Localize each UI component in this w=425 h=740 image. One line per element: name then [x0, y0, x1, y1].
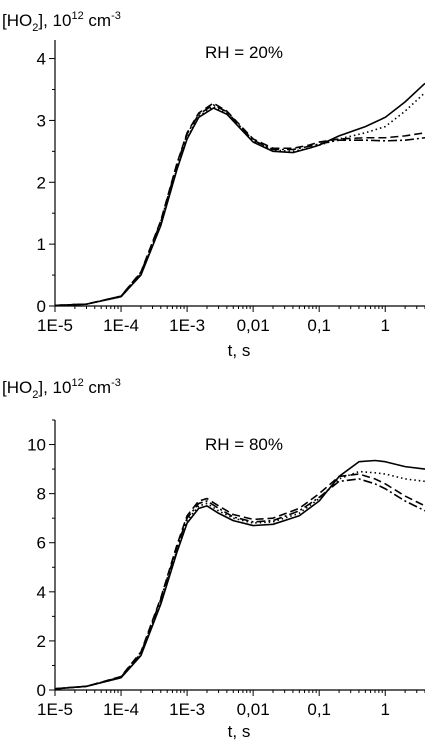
y-tick-label: 1: [37, 235, 46, 254]
x-axis-title: t, s: [228, 722, 251, 740]
series-line-dashed: [54, 473, 425, 690]
x-tick-label: 0,1: [307, 700, 331, 719]
y-axis-title: [HO2], 1012 cm-3: [2, 10, 121, 34]
rh-annotation: RH = 20%: [205, 43, 283, 62]
y-tick-label: 4: [37, 50, 46, 69]
x-tick-label: 1E-5: [37, 700, 73, 719]
x-tick-label: 1E-4: [103, 700, 139, 719]
series-line-solid: [54, 82, 425, 307]
y-tick-label: 6: [37, 534, 46, 553]
y-tick-label: 4: [37, 583, 46, 602]
x-tick-label: 1: [381, 700, 390, 719]
x-tick-label: 0,1: [307, 316, 331, 335]
x-tick-label: 1E-4: [103, 316, 139, 335]
series-line-dashdot: [54, 104, 425, 307]
series-line-dotted: [54, 470, 425, 690]
y-tick-label: 2: [37, 173, 46, 192]
y-tick-label: 0: [37, 681, 46, 700]
x-axis-title: t, s: [228, 341, 251, 360]
rh-annotation: RH = 80%: [205, 435, 283, 454]
x-tick-label: 1: [381, 316, 390, 335]
y-tick-label: 8: [37, 485, 46, 504]
series-line-dashdot: [54, 478, 425, 690]
x-tick-label: 0,01: [237, 700, 270, 719]
y-tick-label: 3: [37, 111, 46, 130]
chart-panel-1: 0 1 2 3 4 1E-5 1E-4 1E-3 0,01 0,1 1 [HO2], 1012 cm-…: [2, 10, 425, 360]
chart-panel-2: 0 2 4 6 8 10 1E-5 1E-4 1E-3 0,01 0,1 1 [HO2], 1012 c…: [2, 377, 425, 740]
series-line-dashed: [54, 102, 425, 307]
x-tick-label: 0,01: [237, 316, 270, 335]
y-tick-label: 2: [37, 632, 46, 651]
series-line-solid: [54, 459, 425, 690]
y-tick-label: 10: [27, 436, 46, 455]
y-tick-label: 0: [37, 297, 46, 316]
x-tick-label: 1E-5: [37, 316, 73, 335]
x-tick-label: 1E-3: [169, 316, 205, 335]
x-tick-label: 1E-3: [169, 700, 205, 719]
y-axis-title: [HO2], 1012 cm-3: [2, 377, 121, 401]
